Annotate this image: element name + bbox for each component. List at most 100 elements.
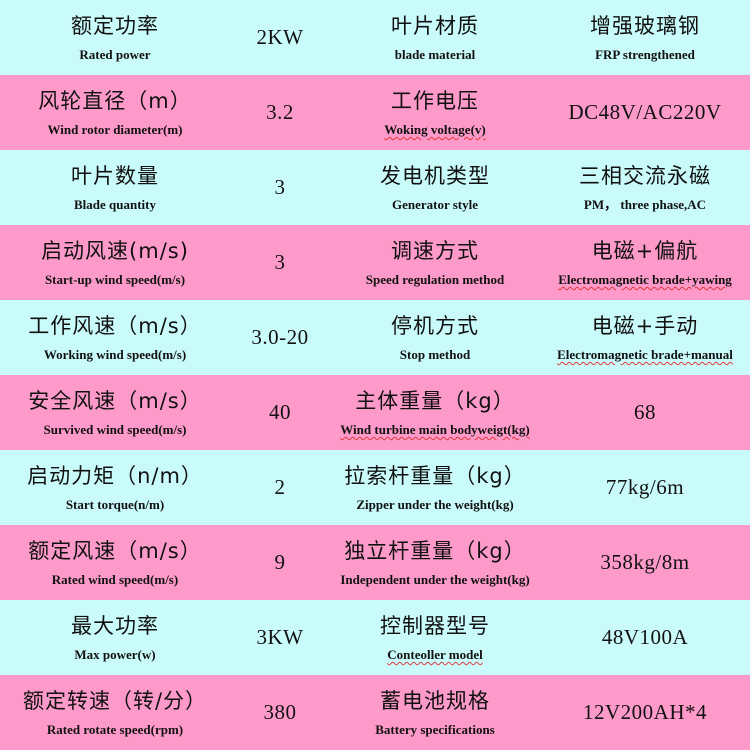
parameter-value-2: DC48V/AC220V [568,99,722,124]
parameter-name-2-cell: 独立杆重量（kg） Independent under the weight(kg… [330,525,540,600]
parameter-name-2-stack: 独立杆重量（kg） Independent under the weight(kg… [330,525,540,600]
parameter-name-en: Rated wind speed(m/s) [51,572,179,588]
parameter-name-en: Wind rotor diameter(m) [47,122,183,138]
parameter-name-stack: 叶片数量 Blade quantity [0,150,230,225]
parameter-name-en: Start torque(n/m) [65,497,165,513]
parameter-value-2: 48V100A [601,624,689,649]
parameter-value-wrap: 3.0-20 [230,300,330,375]
parameter-value-2-wrap: 48V100A [540,600,750,675]
parameter-value-2-wrap: 12V200AH*4 [540,675,750,750]
parameter-name-2-cell: 停机方式 Stop method [330,300,540,375]
parameter-name-2-cn: 停机方式 [391,313,479,338]
parameter-value-2-cell: 358kg/8m [540,525,750,600]
parameter-name-stack: 最大功率 Max power(w) [0,600,230,675]
table-row: 启动力矩（n/m） Start torque(n/m) 2 拉索杆重量（kg） Zipp… [0,450,750,525]
parameter-value-wrap: 9 [230,525,330,600]
parameter-name-cell: 额定风速（m/s） Rated wind speed(m/s) [0,525,230,600]
parameter-name-en: Start-up wind speed(m/s) [44,272,186,288]
parameter-name-en: Survived wind speed(m/s) [43,422,187,438]
table-row: 叶片数量 Blade quantity 3 发电机类型 Generator style 三… [0,150,750,225]
parameter-value-wrap: 3 [230,225,330,300]
parameter-value: 3.0-20 [251,324,309,349]
parameter-name-2-stack: 工作电压 Woking voltage(v) [330,75,540,150]
parameter-name-cn: 工作风速（m/s） [28,313,202,338]
parameter-name-2-cell: 叶片材质 blade material [330,0,540,75]
parameter-name-stack: 额定风速（m/s） Rated wind speed(m/s) [0,525,230,600]
parameter-value-cell: 9 [230,525,330,600]
parameter-value-2-cell: 三相交流永磁 PM， three phase,AC [540,150,750,225]
parameter-name-2-stack: 调速方式 Speed regulation method [330,225,540,300]
parameter-name-stack: 额定转速（转/分） Rated rotate speed(rpm) [0,675,230,750]
parameter-value-2-wrap: 电磁+手动 Electromagnetic brade+manual [540,300,750,375]
parameter-name-cell: 启动力矩（n/m） Start torque(n/m) [0,450,230,525]
parameter-name-2-stack: 主体重量（kg） Wind turbine main bodyweigt(kg) [330,375,540,450]
parameter-value-cell: 3.0-20 [230,300,330,375]
parameter-name-2-en: Zipper under the weight(kg) [356,497,514,513]
parameter-value: 3KW [256,624,304,649]
parameter-name-2-cn: 调速方式 [391,238,479,263]
parameter-value: 3.2 [266,99,294,124]
parameter-name-2-cell: 拉索杆重量（kg） Zipper under the weight(kg) [330,450,540,525]
parameter-name-en: Working wind speed(m/s) [43,347,187,363]
parameter-name-2-stack: 发电机类型 Generator style [330,150,540,225]
parameter-name-2-cell: 控制器型号 Conteoller model [330,600,540,675]
parameter-value-2-en: FRP strengthened [595,47,695,63]
parameter-value-cell: 380 [230,675,330,750]
parameter-value-2-cell: 电磁+手动 Electromagnetic brade+manual [540,300,750,375]
parameter-value-2-cell: 48V100A [540,600,750,675]
parameter-name-cn: 最大功率 [71,613,159,638]
parameter-value-2-wrap: 77kg/6m [540,450,750,525]
parameter-name-2-cell: 发电机类型 Generator style [330,150,540,225]
parameter-value-cell: 3 [230,150,330,225]
parameter-name-cell: 额定转速（转/分） Rated rotate speed(rpm) [0,675,230,750]
table-row: 额定转速（转/分） Rated rotate speed(rpm) 380 蓄电池规格… [0,675,750,750]
parameter-name-stack: 安全风速（m/s） Survived wind speed(m/s) [0,375,230,450]
parameter-name-en: Rated rotate speed(rpm) [46,722,184,738]
parameter-value-wrap: 2 [230,450,330,525]
parameter-name-2-cell: 蓄电池规格 Battery specifications [330,675,540,750]
parameter-value-2-cell: DC48V/AC220V [540,75,750,150]
parameter-name-2-cell: 工作电压 Woking voltage(v) [330,75,540,150]
parameter-value: 40 [269,399,291,424]
parameter-value-wrap: 3.2 [230,75,330,150]
table-row: 额定风速（m/s） Rated wind speed(m/s) 9 独立杆重量（kg）… [0,525,750,600]
parameter-name-cell: 安全风速（m/s） Survived wind speed(m/s) [0,375,230,450]
parameter-value-2-wrap: 增强玻璃钢 FRP strengthened [540,0,750,75]
parameter-name-cn: 启动风速(m/s) [41,238,189,263]
parameter-name-2-cell: 调速方式 Speed regulation method [330,225,540,300]
parameter-name-cn: 额定转速（转/分） [22,688,208,713]
parameter-name-stack: 启动风速(m/s) Start-up wind speed(m/s) [0,225,230,300]
parameter-value-2-wrap: 358kg/8m [540,525,750,600]
parameter-value-wrap: 2KW [230,0,330,75]
parameter-value-wrap: 380 [230,675,330,750]
parameter-name-2-cn: 拉索杆重量（kg） [344,463,526,488]
parameter-name-2-stack: 控制器型号 Conteoller model [330,600,540,675]
table-row: 额定功率 Rated power 2KW 叶片材质 blade material 增强玻璃… [0,0,750,75]
parameter-name-2-en: Speed regulation method [365,272,505,288]
parameter-value-wrap: 3 [230,150,330,225]
parameter-value-wrap: 3KW [230,600,330,675]
parameter-name-2-en: Conteoller model [387,647,483,663]
parameter-name-2-en: Independent under the weight(kg) [340,572,530,588]
parameter-value: 2 [274,474,286,499]
parameter-name-cn: 额定功率 [71,13,159,38]
parameter-value-cell: 40 [230,375,330,450]
parameter-value-cell: 2 [230,450,330,525]
parameter-value-2-wrap: 三相交流永磁 PM， three phase,AC [540,150,750,225]
parameter-value-2-en: PM， three phase,AC [583,197,707,213]
parameter-value-2: 电磁+手动 [591,313,699,338]
parameter-name-cell: 叶片数量 Blade quantity [0,150,230,225]
parameter-value-2-wrap: DC48V/AC220V [540,75,750,150]
parameter-name-cell: 最大功率 Max power(w) [0,600,230,675]
parameter-name-cn: 额定风速（m/s） [28,538,202,563]
table-row: 安全风速（m/s） Survived wind speed(m/s) 40 主体重量（… [0,375,750,450]
parameter-value: 9 [274,549,286,574]
parameter-value-2-cell: 77kg/6m [540,450,750,525]
parameter-value-2: 68 [634,399,656,424]
parameter-name-2-cn: 蓄电池规格 [380,688,490,713]
parameter-name-en: Max power(w) [74,647,156,663]
parameter-name-cn: 启动力矩（n/m） [27,463,203,488]
parameter-name-2-stack: 蓄电池规格 Battery specifications [330,675,540,750]
parameter-value: 2KW [256,24,304,49]
